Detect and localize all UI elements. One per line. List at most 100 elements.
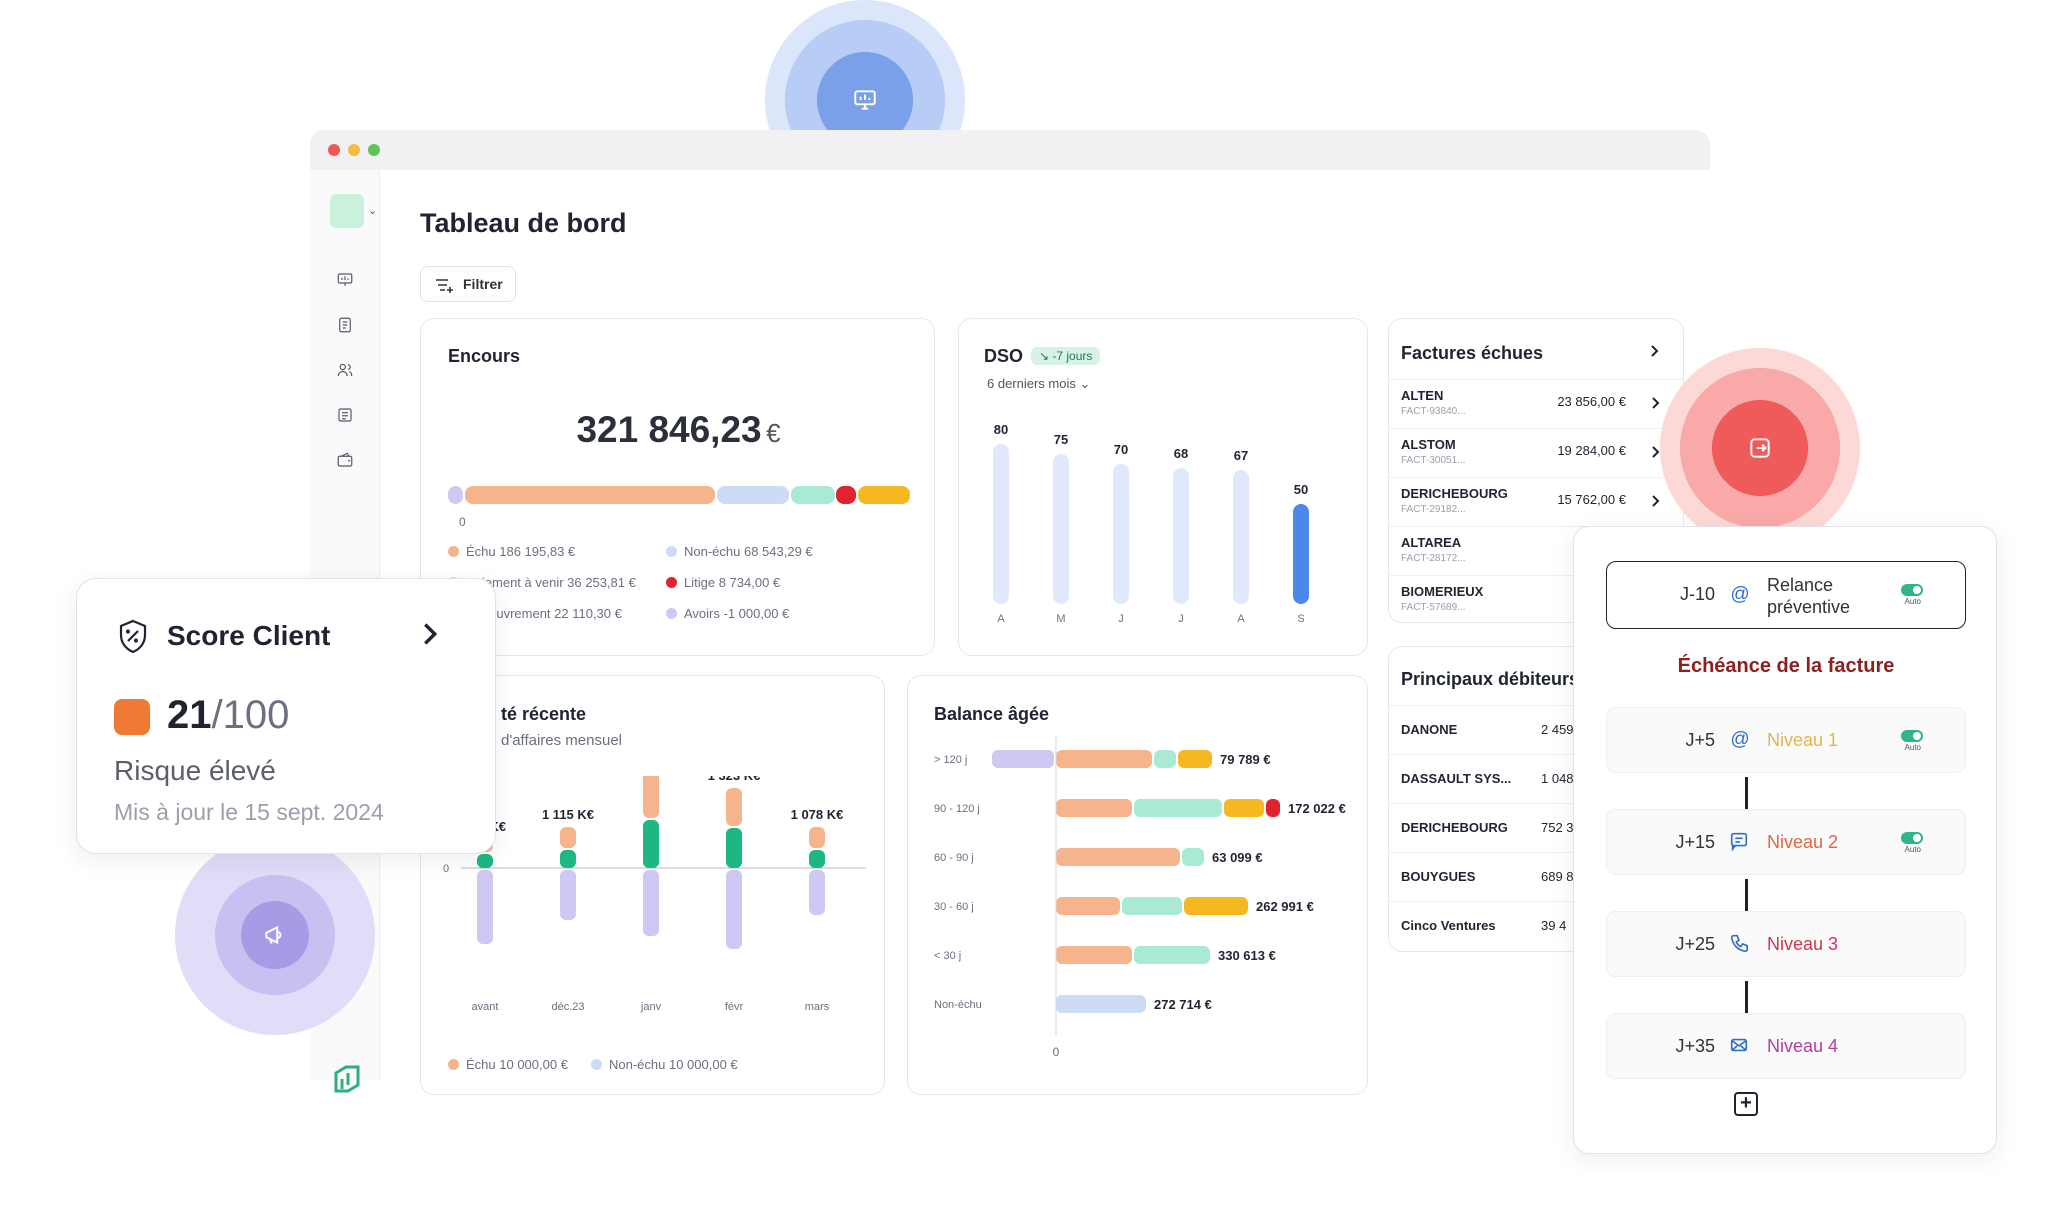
- stack-segment-paiement: [791, 486, 835, 504]
- filter-button[interactable]: Filtrer: [420, 266, 516, 302]
- facture-ref: FACT-57689...: [1401, 602, 1466, 613]
- relance-step[interactable]: J+15 Niveau 2 Auto: [1606, 809, 1966, 875]
- legend-activite-non-echu: Non-échu 10 000,00 €: [591, 1057, 738, 1072]
- sidebar-item-clients[interactable]: [335, 360, 355, 380]
- sidebar-item-payments[interactable]: [335, 405, 355, 425]
- facture-client: ALTAREA: [1401, 535, 1462, 550]
- balance-bar-segment: [1266, 799, 1280, 817]
- step-connector: [1745, 879, 1748, 911]
- dso-bar: [1113, 464, 1129, 604]
- activite-axis-zero: 0: [443, 863, 449, 875]
- preventive-label: Relance préventive: [1767, 575, 1851, 617]
- chevron-right-icon[interactable]: [1648, 494, 1662, 513]
- balance-bar-segment: [1122, 897, 1182, 915]
- balance-bar-segment: [1134, 799, 1222, 817]
- debiteur-amount: 39 4: [1541, 918, 1567, 933]
- mail-icon: [1729, 1035, 1751, 1057]
- activite-bar-echu: [726, 788, 742, 826]
- page-title: Tableau de bord: [420, 208, 627, 238]
- activite-x-label: janv: [640, 1001, 662, 1013]
- dso-x-label: S: [1297, 613, 1304, 625]
- document-icon: [339, 317, 351, 333]
- chevron-right-icon[interactable]: [1648, 445, 1662, 464]
- activite-bar-paid: [809, 850, 825, 868]
- score-open-icon[interactable]: [419, 623, 441, 650]
- workspace-switcher[interactable]: [330, 194, 364, 228]
- dso-card: DSO ↘ -7 jours 6 derniers mois ⌄ 80 A 75 M 7…: [958, 318, 1368, 656]
- balance-title: Balance âgée: [934, 704, 1050, 724]
- legend-activite-echu: Échu 10 000,00 €: [448, 1057, 568, 1072]
- megaphone-icon: [262, 922, 288, 948]
- activite-x-label: févr: [725, 1001, 744, 1013]
- chevron-right-icon[interactable]: [1648, 396, 1662, 415]
- echeance-label: Échéance de la facture: [1677, 655, 1895, 677]
- auto-toggle[interactable]: [1901, 832, 1923, 844]
- relance-step[interactable]: J+25 Niveau 3: [1606, 911, 1966, 977]
- balance-value-label: 272 714 €: [1154, 997, 1212, 1012]
- balance-value-label: 172 022 €: [1288, 801, 1346, 816]
- balance-bar-segment: [1182, 848, 1204, 866]
- close-window-button[interactable]: [328, 144, 340, 156]
- presentation-icon: [852, 87, 878, 113]
- balance-value-label: 63 099 €: [1212, 850, 1263, 865]
- add-step-button[interactable]: +: [1734, 1092, 1758, 1116]
- balance-category-label: 30 - 60 j: [934, 901, 974, 913]
- halo-alert: [175, 835, 375, 1035]
- debiteur-name: DANONE: [1401, 722, 1458, 737]
- dso-chart: 80 A 75 M 70 J 68 J 67 A 50 S: [993, 422, 1309, 625]
- debiteur-row[interactable]: Cinco Ventures 39 4: [1389, 901, 1683, 950]
- relance-step[interactable]: J+5 @ Niveau 1 Auto: [1606, 707, 1966, 773]
- activite-bar-negative: [560, 870, 576, 920]
- activite-bar-echu: [643, 776, 659, 818]
- relance-preventive-step[interactable]: J-10 @ Relance préventive Auto: [1606, 561, 1966, 629]
- score-updated: Mis à jour le 15 sept. 2024: [114, 799, 384, 825]
- legend-avoirs: Avoirs -1 000,00 €: [666, 606, 789, 621]
- step-connector: [1745, 777, 1748, 809]
- auto-label: Auto: [1904, 597, 1921, 606]
- score-client-card[interactable]: Score Client 21/100 Risque élevé Mis à j…: [76, 578, 496, 854]
- balance-value-label: 262 991 €: [1256, 899, 1314, 914]
- minimize-window-button[interactable]: [348, 144, 360, 156]
- facture-ref: FACT-29182...: [1401, 504, 1466, 515]
- facture-row[interactable]: ALSTOM FACT-30051... 19 284,00 €: [1389, 428, 1683, 477]
- sidebar-item-dashboard[interactable]: [335, 270, 355, 290]
- activite-card: té récente d'affaires mensuel 0509 K€ava…: [420, 675, 885, 1095]
- facture-amount: 23 856,00 €: [1557, 394, 1626, 409]
- sidebar-item-wallet[interactable]: [335, 450, 355, 470]
- balance-category-label: 90 - 120 j: [934, 803, 980, 815]
- facture-row[interactable]: ALTEN FACT-93840... 23 856,00 €: [1389, 379, 1683, 428]
- shield-icon: [117, 619, 149, 655]
- debiteurs-title: Principaux débiteurs: [1401, 669, 1580, 689]
- facture-row[interactable]: DERICHEBOURG FACT-29182... 15 762,00 €: [1389, 477, 1683, 526]
- activite-bar-paid: [643, 820, 659, 868]
- balance-bar-segment: [1056, 799, 1132, 817]
- dso-period-select[interactable]: 6 derniers mois ⌄: [987, 376, 1091, 391]
- chevron-down-icon[interactable]: ⌄: [368, 205, 378, 217]
- step-day: J+15: [1675, 832, 1715, 852]
- step-level-label: Niveau 2: [1767, 832, 1839, 852]
- balance-bar-segment: [1056, 897, 1120, 915]
- maximize-window-button[interactable]: [368, 144, 380, 156]
- debiteur-row[interactable]: DERICHEBOURG 752 3: [1389, 803, 1683, 852]
- factures-open-icon[interactable]: [1647, 344, 1661, 363]
- at-icon: @: [1730, 584, 1750, 605]
- debiteur-row[interactable]: BOUYGUES 689 8: [1389, 852, 1683, 901]
- score-value: 21/100: [167, 693, 290, 737]
- facture-ref: FACT-28172...: [1401, 553, 1466, 564]
- sidebar-item-invoices[interactable]: [335, 315, 355, 335]
- stack-segment-non-echu: [717, 486, 789, 504]
- dso-x-label: J: [1178, 613, 1184, 625]
- activite-value-label: 1 078 K€: [791, 807, 844, 822]
- relance-step[interactable]: J+35 Niveau 4: [1606, 1013, 1966, 1079]
- auto-label: Auto: [1904, 743, 1921, 752]
- balance-bar-segment: [1178, 750, 1212, 768]
- auto-toggle[interactable]: [1901, 730, 1923, 742]
- dso-value-label: 50: [1294, 482, 1308, 497]
- activite-subtitle: d'affaires mensuel: [501, 732, 622, 749]
- auto-toggle[interactable]: [1901, 584, 1923, 596]
- encours-amount-value: 321 846,23: [576, 409, 762, 450]
- dso-value-label: 80: [994, 422, 1008, 437]
- auto-label: Auto: [1904, 845, 1921, 854]
- dso-badge: ↘ -7 jours: [1031, 347, 1101, 365]
